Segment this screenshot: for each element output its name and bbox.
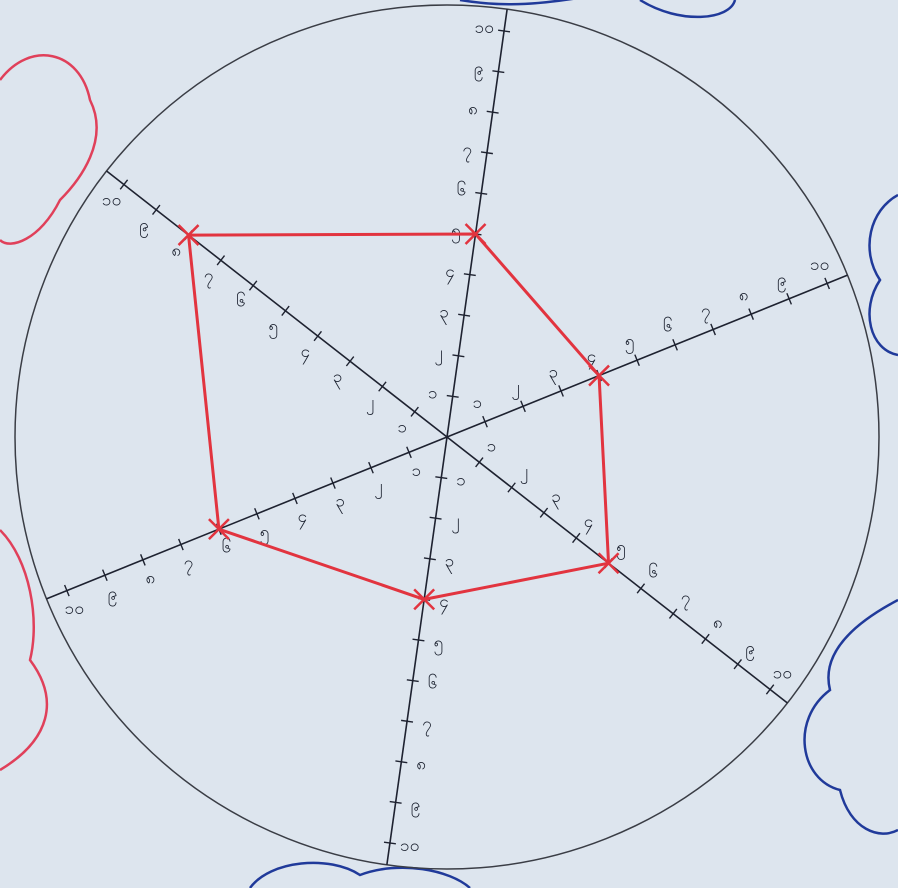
- tick-label: ၆: [648, 562, 658, 583]
- tick-label: ၁၀: [400, 836, 419, 856]
- tick-label: ၇: [422, 714, 432, 737]
- tick-label: ၉: [474, 59, 484, 82]
- tick-label: ၁၀: [475, 18, 494, 38]
- tick-label: ၁: [428, 384, 438, 404]
- tick-label: ၁၀: [65, 599, 84, 619]
- tick-label: ၂: [374, 476, 382, 499]
- tick-label: ၄: [298, 507, 308, 530]
- tick-label: ၂: [520, 462, 528, 485]
- tick-label: ၃: [445, 552, 455, 575]
- tick-label: ၃: [333, 367, 343, 390]
- tick-label: ၁: [487, 436, 497, 456]
- tick-label: ၉: [777, 270, 787, 293]
- tick-label: ၅: [260, 522, 270, 545]
- tick-label: ၈: [713, 613, 723, 633]
- tick-label: ၆: [222, 537, 232, 558]
- tick-label: ၆: [428, 672, 438, 693]
- tick-label: ၈: [416, 755, 426, 775]
- tick-label: ၉: [411, 795, 421, 818]
- tick-label: ၅: [616, 537, 626, 560]
- tick-label: ၂: [511, 378, 519, 401]
- tick-label: ၃: [549, 362, 559, 385]
- tick-label: ၁၀: [810, 255, 829, 275]
- tick-label: ၃: [336, 492, 346, 515]
- tick-label: ၉: [745, 638, 755, 661]
- tick-label: ၁: [473, 393, 483, 413]
- tick-label: ၈: [146, 568, 156, 588]
- tick-label: ၁၀: [773, 664, 792, 684]
- tick-label: ၇: [184, 553, 194, 576]
- tick-label: ၉: [108, 584, 118, 607]
- tick-label: ၁: [398, 418, 408, 438]
- tick-label: ၇: [204, 266, 214, 289]
- tick-label: ၈: [739, 286, 749, 306]
- tick-label: ၆: [457, 180, 467, 201]
- tick-label: ၁၀: [102, 190, 121, 210]
- tick-label: ၄: [445, 262, 455, 285]
- tick-label: ၆: [663, 315, 673, 336]
- page: ၁၂၃၄၅၆၇၈၉၁၀၁၂၃၄၅၆၇၈၉၁၀၁၂၃၄၅၆၇၈၉၁၀၁၂၃၄၅၆၇…: [0, 0, 898, 888]
- tick-label: ၃: [440, 302, 450, 325]
- tick-label: ၉: [139, 216, 149, 239]
- tick-label: ၇: [701, 301, 711, 324]
- tick-label: ၃: [551, 487, 561, 510]
- tick-label: ၁: [412, 461, 422, 481]
- tick-label: ၇: [462, 140, 472, 163]
- tick-label: ၅: [625, 332, 635, 355]
- tick-label: ၁: [456, 470, 466, 490]
- tick-label: ၅: [268, 317, 278, 340]
- tick-label: ၂: [451, 511, 459, 534]
- tick-label: ၄: [301, 342, 311, 365]
- tick-label: ၂: [434, 343, 442, 366]
- tick-label: ၈: [468, 99, 478, 119]
- tick-label: ၂: [366, 392, 374, 415]
- tick-label: ၇: [681, 588, 691, 611]
- chart: ၁၂၃၄၅၆၇၈၉၁၀၁၂၃၄၅၆၇၈၉၁၀၁၂၃၄၅၆၇၈၉၁၀၁၂၃၄၅၆၇…: [0, 0, 898, 888]
- tick-label: ၄: [584, 512, 594, 535]
- paper: [0, 0, 898, 888]
- tick-label: ၆: [236, 290, 246, 311]
- tick-label: ၅: [433, 633, 443, 656]
